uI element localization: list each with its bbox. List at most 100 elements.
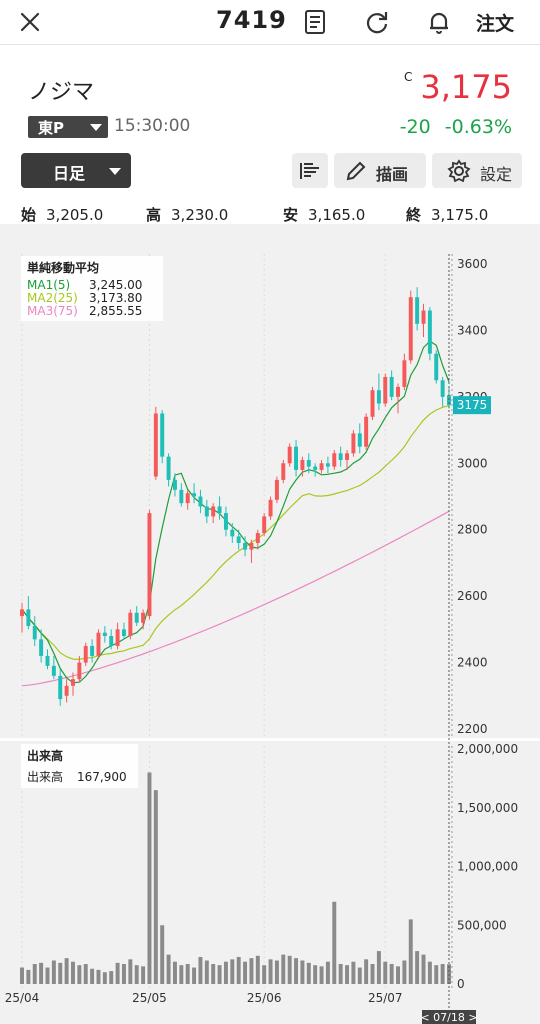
- quote-panel: ノジマ 東P 15:30:00 C 3,175 -20 -0.63%: [8, 60, 532, 142]
- candle-body: [287, 446, 292, 464]
- volume-bar: [243, 961, 248, 984]
- candle-body: [268, 499, 273, 517]
- ma3-legend-item: MA3(75) 2,855.55: [27, 304, 143, 318]
- price-change: -20 -0.63%: [400, 116, 512, 138]
- last-price-label: 3175: [457, 398, 488, 412]
- volume-bar: [141, 966, 146, 984]
- candle-body: [134, 612, 139, 623]
- candle-body: [172, 479, 177, 490]
- candle-body: [402, 360, 407, 387]
- candle-body: [115, 629, 120, 646]
- volume-bar: [166, 954, 171, 984]
- volume-bar: [415, 951, 420, 984]
- candle-body: [300, 459, 305, 470]
- volume-bar: [121, 964, 126, 984]
- volume-bar: [128, 959, 133, 984]
- ohlc-high: 高 3,230.0: [146, 206, 229, 224]
- candle-body: [434, 353, 439, 381]
- chart-area[interactable]: 220024002600280030003200340036000500,000…: [0, 224, 540, 1024]
- candle-body: [217, 506, 222, 514]
- ohlc-close: 終 3,175.0: [406, 206, 489, 224]
- volume-bar: [71, 961, 75, 984]
- candle-body: [230, 529, 235, 537]
- candle-body: [192, 493, 197, 497]
- candle-body: [64, 685, 69, 696]
- volume-bar: [332, 901, 337, 984]
- candle-body: [39, 639, 44, 656]
- timeframe-select[interactable]: 日足: [21, 153, 131, 188]
- candle-body: [204, 506, 209, 517]
- change-percent: -0.63%: [444, 116, 512, 138]
- volume-bar: [262, 965, 267, 984]
- chevron-down-icon: [90, 124, 102, 131]
- volume-bar: [185, 964, 190, 984]
- date-tick-label: 25/05: [132, 991, 167, 1005]
- settings-button[interactable]: 設定: [432, 153, 522, 188]
- top-bar: 7419 注文: [0, 0, 540, 45]
- volume-bar: [26, 969, 31, 984]
- pencil-icon: [346, 161, 366, 181]
- price-tick-label: 2400: [457, 656, 488, 670]
- candle-body: [90, 645, 95, 656]
- indicator-button[interactable]: [292, 153, 328, 188]
- candle-body: [440, 380, 445, 397]
- volume-bar: [249, 958, 254, 984]
- candle-body: [185, 493, 190, 504]
- ohlc-low: 安 3,165.0: [283, 206, 366, 224]
- candle-body: [345, 453, 350, 460]
- candle-body: [45, 655, 50, 666]
- volume-bar: [434, 965, 439, 984]
- order-button[interactable]: 注文: [476, 13, 515, 35]
- chevron-down-icon: [109, 168, 121, 175]
- date-tick-label: 25/04: [5, 991, 40, 1005]
- candle-body: [166, 456, 171, 480]
- volume-bar: [357, 967, 362, 984]
- quote-time: 15:30:00: [114, 116, 191, 136]
- volume-bar: [153, 790, 158, 984]
- volume-bar: [160, 925, 165, 984]
- volume-legend: 出来高 出来高 167,900: [21, 744, 138, 788]
- cursor-date-label: < 07/18 >: [420, 1011, 477, 1024]
- candlestick-chart[interactable]: 220024002600280030003200340036000500,000…: [0, 224, 540, 1024]
- price-tick-label: 2800: [457, 523, 488, 537]
- candle-body: [281, 463, 286, 480]
- volume-bar: [319, 966, 324, 984]
- candle-body: [255, 533, 260, 543]
- volume-bar: [179, 965, 184, 984]
- volume-bar: [64, 958, 69, 984]
- gear-icon: [447, 159, 471, 183]
- document-icon[interactable]: [300, 7, 330, 37]
- refresh-icon[interactable]: [362, 7, 392, 37]
- change-value: -20: [399, 116, 431, 138]
- candle-body: [147, 513, 152, 617]
- volume-bar: [204, 960, 209, 984]
- volume-bar: [364, 959, 369, 984]
- candle-body: [102, 632, 107, 636]
- close-icon[interactable]: [14, 6, 46, 38]
- volume-bar: [32, 964, 37, 984]
- ma2-line: [21, 405, 450, 661]
- candle-body: [447, 395, 451, 406]
- candle-body: [306, 459, 311, 467]
- volume-bar: [345, 965, 350, 984]
- market-select[interactable]: 東P: [28, 116, 108, 138]
- last-price-tag: [453, 396, 491, 415]
- candle-body: [427, 310, 432, 354]
- price-tick-label: 3000: [457, 456, 488, 470]
- candle-body: [121, 629, 126, 636]
- volume-bar: [39, 962, 44, 984]
- volume-bar: [172, 961, 177, 984]
- volume-bar: [376, 951, 381, 984]
- bell-icon[interactable]: [424, 7, 454, 37]
- panel-divider: [0, 738, 540, 741]
- bars-list-icon: [300, 163, 319, 179]
- volume-bar: [134, 965, 139, 984]
- volume-bar: [281, 954, 286, 984]
- candle-body: [32, 626, 37, 640]
- candle-body: [243, 543, 248, 550]
- candle-body: [141, 612, 146, 623]
- draw-button[interactable]: 描画: [334, 153, 426, 188]
- candle-body: [294, 446, 299, 470]
- candle-body: [325, 463, 330, 467]
- volume-bar: [300, 960, 305, 984]
